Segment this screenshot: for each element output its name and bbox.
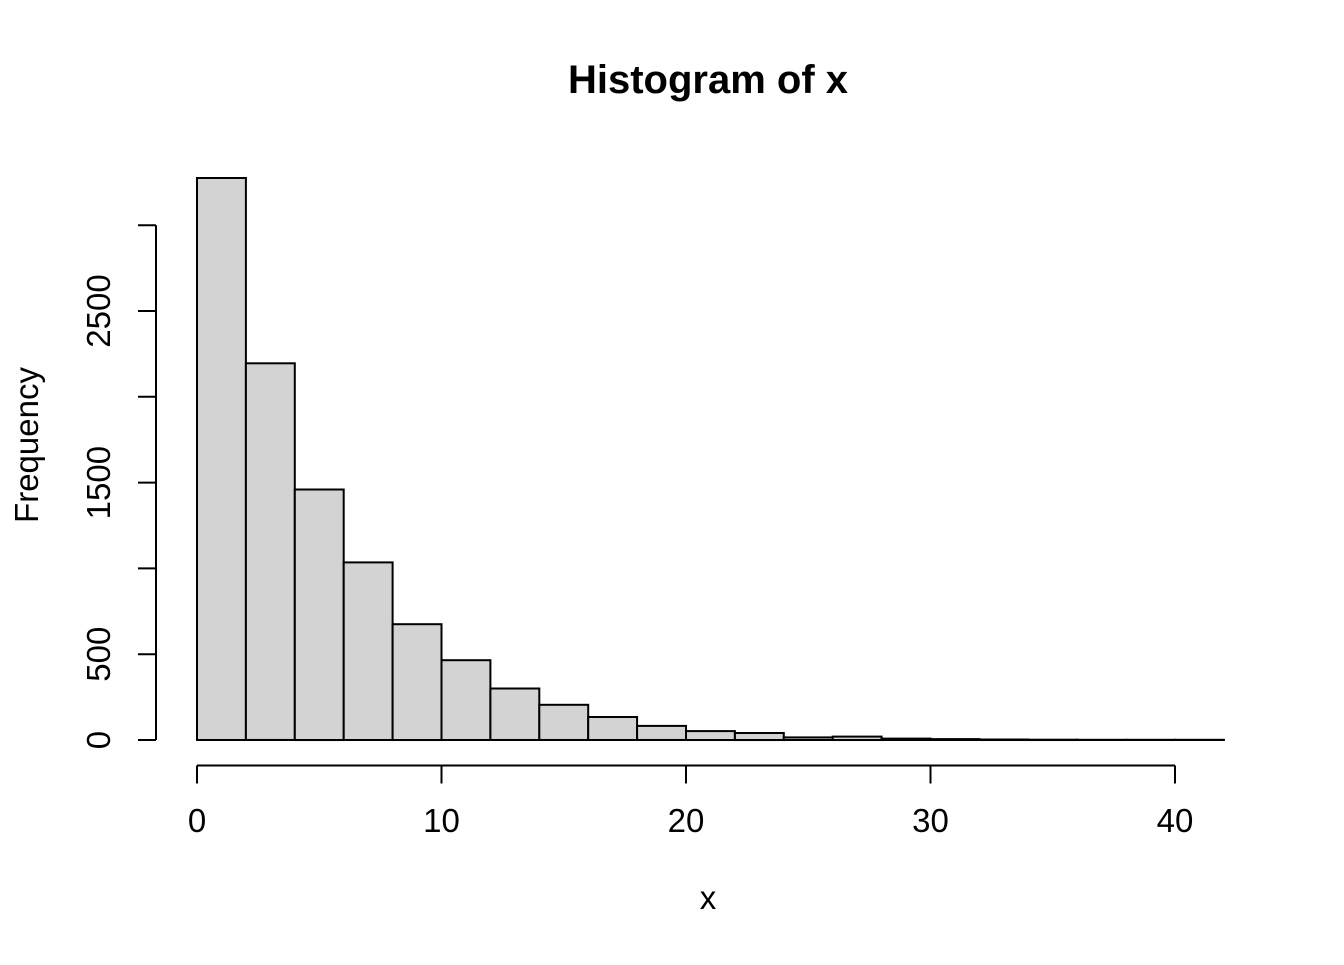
histogram-bar — [393, 624, 442, 740]
x-tick-label: 20 — [668, 802, 705, 839]
x-tick-label: 40 — [1157, 802, 1194, 839]
x-tick-label: 0 — [188, 802, 206, 839]
y-tick-label: 500 — [80, 627, 117, 682]
histogram-bar — [735, 733, 784, 740]
y-tick-label: 2500 — [80, 274, 117, 347]
histogram-bar — [637, 726, 686, 740]
histogram-bar — [442, 660, 491, 740]
x-tick-label: 10 — [423, 802, 460, 839]
histogram-bar — [197, 178, 246, 740]
y-axis-title: Frequency — [8, 367, 45, 523]
y-tick-label: 1500 — [80, 446, 117, 519]
x-axis-title: x — [700, 879, 717, 916]
x-tick-label: 30 — [912, 802, 949, 839]
y-tick-label: 0 — [80, 731, 117, 749]
histogram-bar — [539, 705, 588, 740]
histogram-bar — [246, 363, 295, 740]
histogram-bar — [295, 490, 344, 741]
histogram-bar — [344, 562, 393, 740]
histogram-bar — [588, 717, 637, 740]
bars-group — [197, 178, 1224, 740]
chart-title: Histogram of x — [568, 58, 848, 102]
histogram-bar — [686, 731, 735, 740]
histogram-bar — [490, 689, 539, 740]
